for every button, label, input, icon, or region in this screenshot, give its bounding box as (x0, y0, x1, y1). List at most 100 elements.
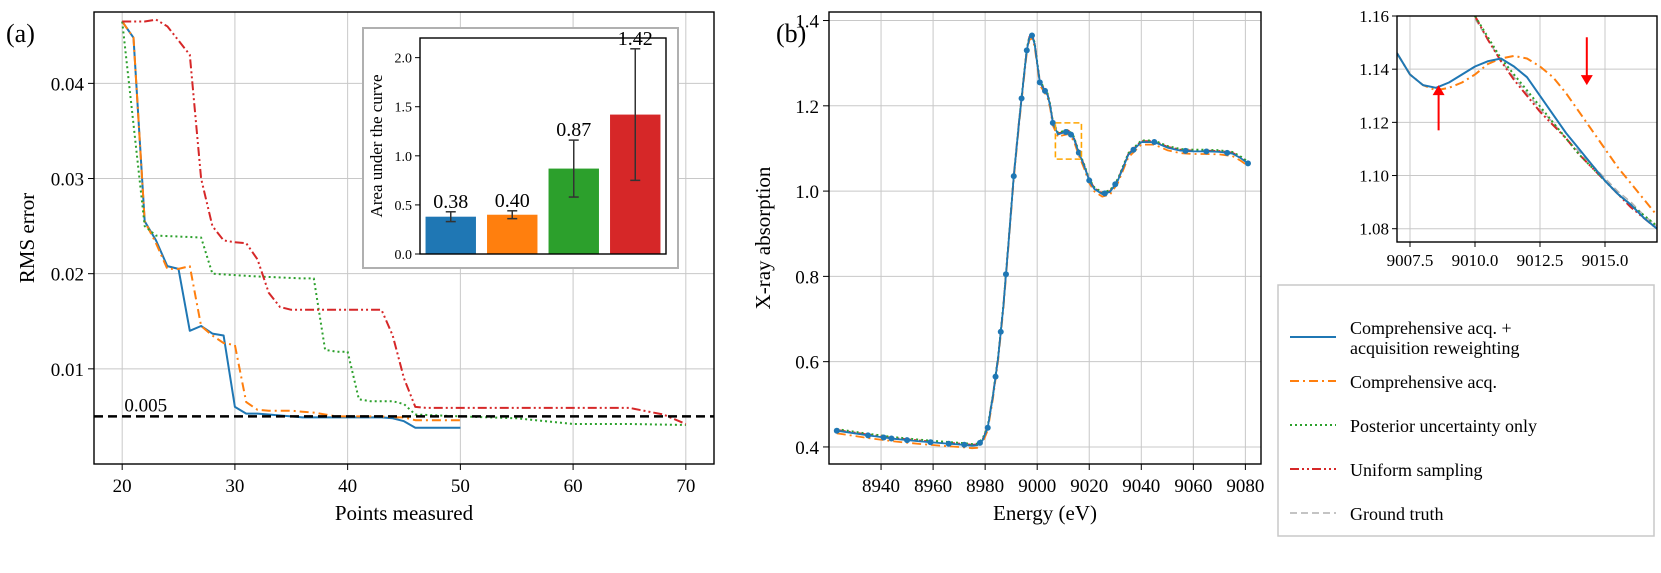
measured-point (1028, 32, 1035, 39)
arrow-head-up (1432, 85, 1445, 96)
spectrum-uniform (836, 33, 1249, 446)
tick-label-x: 9040 (1122, 476, 1160, 497)
tick-label-x: 70 (676, 476, 695, 497)
auc-inset-chart: 0.0 0.5 1.0 1.5 2.0 0.38 0.40 0.87 1.42 Area unde… (362, 27, 679, 269)
measured-point (1130, 146, 1137, 153)
inset-y-axis-label: Area under the curve (367, 74, 386, 217)
legend-label-ground_truth: Ground truth (1350, 504, 1444, 524)
tick-label-x: 50 (451, 476, 470, 497)
tick-label-y: 1.5 (395, 101, 413, 116)
tick-label-x: 60 (564, 476, 583, 497)
tick-label-y: 1.0 (795, 182, 819, 203)
bar-value-label: 0.87 (556, 119, 591, 141)
zoom-axes-frame (1396, 15, 1658, 243)
tick-label-y: 0.6 (795, 353, 819, 374)
tick-label-y: 0.03 (51, 170, 84, 191)
tick-label-x: 9020 (1070, 476, 1108, 497)
tick-label-x: 9015.0 (1582, 251, 1629, 270)
tick-label-x: 8940 (862, 476, 900, 497)
bar-value-label: 0.38 (433, 191, 468, 213)
tick-label-y: 1.14 (1359, 60, 1389, 79)
legend-label-uniform: Uniform sampling (1350, 460, 1483, 480)
zoom-series-comprehensive_reweighting (1397, 52, 1657, 230)
series-comprehensive (121, 20, 461, 422)
series-uniform (122, 18, 687, 425)
legend-label-comprehensive_reweighting: Comprehensive acq. + (1350, 318, 1512, 338)
tick-label-x: 9010.0 (1452, 251, 1499, 270)
measured-point (1042, 87, 1048, 94)
x-axis-label: Points measured (335, 501, 474, 525)
measured-point (1002, 271, 1009, 278)
legend: Comprehensive acq. +acquisition reweight… (1277, 284, 1655, 537)
measured-point (1203, 148, 1210, 155)
xanes-chart: 8940 8960 8980 9000 9020 9040 9060 9080 0.4 0.6 0.… (751, 11, 1264, 525)
legend-box (1277, 284, 1655, 537)
tick-label-y: 1.12 (1359, 113, 1389, 132)
tick-label-y: 0.01 (51, 360, 84, 381)
tick-label-y: 0.0 (395, 248, 413, 263)
panel-label-a: (a) (6, 19, 35, 48)
measured-point (1182, 147, 1189, 154)
measured-point (1075, 149, 1082, 156)
zoom-region-box (1054, 122, 1083, 160)
measured-point (927, 439, 934, 446)
threshold-label: 0.005 (124, 395, 167, 416)
tick-label-x: 8980 (966, 476, 1004, 497)
zoom-series-ground_truth (1474, 18, 1657, 227)
tick-label-y: 1.10 (1359, 167, 1389, 186)
measured-point (1068, 131, 1075, 138)
y-axis-label: X-ray absorption (751, 166, 775, 309)
tick-label-y: 0.5 (395, 199, 413, 214)
panel-label-b: (b) (776, 19, 806, 48)
measured-point (1018, 95, 1025, 102)
arrow-head-down (1580, 75, 1593, 86)
tick-label-y: 1.16 (1359, 7, 1389, 26)
tick-label-y: 0.4 (795, 438, 819, 459)
tick-label-y: 0.02 (51, 265, 84, 286)
tick-label-y: 1.0 (395, 150, 413, 165)
measured-point (1049, 119, 1056, 126)
measured-point (1086, 177, 1093, 184)
measured-point (945, 440, 952, 447)
measured-point (888, 435, 895, 442)
measured-point (976, 439, 983, 446)
measured-point (833, 427, 840, 434)
measured-point (1151, 139, 1158, 146)
measured-point (992, 373, 999, 380)
tick-label-x: 9000 (1018, 476, 1056, 497)
tick-label-x: 9007.5 (1387, 251, 1434, 270)
x-axis-label: Energy (eV) (993, 501, 1097, 525)
spectrum-ground_truth (836, 34, 1249, 447)
measured-point (1224, 149, 1231, 156)
measured-point (984, 424, 991, 431)
measured-point (865, 432, 872, 439)
legend-label-comprehensive: Comprehensive acq. (1350, 372, 1497, 392)
measured-point (1036, 79, 1043, 86)
legend-label-posterior: Posterior uncertainty only (1350, 416, 1537, 436)
tick-label-x: 9060 (1174, 476, 1212, 497)
rms-error-chart: 20 30 40 50 60 70 0.01 0.02 0.03 0.04 0.005 Points … (15, 11, 715, 525)
zoom-inset-chart: 9007.5 9010.0 9012.5 9015.0 1.08 1.10 1.12 1.14… (1359, 7, 1658, 270)
zoom-series-posterior (1474, 16, 1657, 227)
y-axis-label: RMS error (15, 193, 39, 283)
auc-axes-frame (419, 37, 667, 255)
measured-point (1244, 160, 1251, 167)
tick-label-x: 30 (225, 476, 244, 497)
tick-label-y: 0.8 (795, 267, 819, 288)
spectrum-posterior (836, 32, 1249, 445)
tick-label-x: 8960 (914, 476, 952, 497)
tick-label-y: 0.04 (51, 74, 85, 95)
measured-point (961, 441, 968, 448)
bar-value-label: 0.40 (495, 190, 530, 212)
measured-point (997, 328, 1004, 335)
xanes-axes-frame (828, 11, 1262, 465)
tick-label-x: 40 (338, 476, 357, 497)
tick-label-y: 1.2 (795, 97, 819, 118)
measured-point (1062, 129, 1069, 136)
spectrum-comprehensive_reweighting (836, 34, 1249, 447)
measured-point (1023, 47, 1030, 54)
bar-comprehensive_reweighting (425, 216, 476, 254)
spectrum-comprehensive (836, 37, 1249, 450)
